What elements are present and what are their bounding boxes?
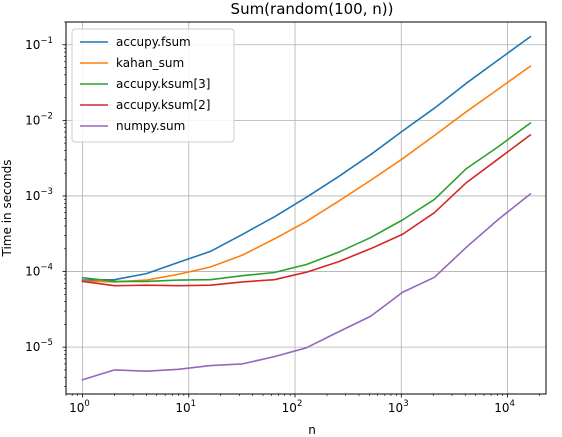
series-line-0 xyxy=(81,35,532,281)
x-tick-label: 104 xyxy=(494,399,515,415)
y-tick-label: 10−2 xyxy=(25,111,53,127)
y-tick-label: 10−4 xyxy=(25,263,53,279)
series-lines xyxy=(81,35,532,381)
x-tick-label: 100 xyxy=(69,399,90,415)
legend-label: numpy.sum xyxy=(116,119,185,133)
series-line-2 xyxy=(81,121,532,283)
series-line-1 xyxy=(81,65,532,283)
legend-label: accupy.ksum[2] xyxy=(116,98,210,112)
y-axis-label: Time in seconds xyxy=(0,160,14,258)
x-tick-label: 101 xyxy=(175,399,196,415)
x-tick-label: 103 xyxy=(388,399,409,415)
y-tick-label: 10−1 xyxy=(25,36,53,52)
axis-ticks: 100 101 102 103 104 10−5 10−4 10−3 10−2 10−1 xyxy=(25,21,540,415)
legend-label: accupy.fsum xyxy=(116,35,191,49)
x-axis-label: n xyxy=(308,423,316,437)
series-line-4 xyxy=(81,192,532,381)
legend-label: kahan_sum xyxy=(116,56,184,70)
series-line-3 xyxy=(81,133,532,287)
x-tick-label: 102 xyxy=(282,399,303,415)
legend-label: accupy.ksum[3] xyxy=(116,77,210,91)
plot-area-frame xyxy=(65,21,547,395)
y-tick-label: 10−5 xyxy=(25,338,53,354)
chart-title: Sum(random(100, n)) xyxy=(231,0,394,18)
legend-box xyxy=(71,28,235,143)
legend: accupy.fsum kahan_sum accupy.ksum[3] accupy… xyxy=(71,28,235,143)
y-tick-label: 10−3 xyxy=(25,187,53,203)
